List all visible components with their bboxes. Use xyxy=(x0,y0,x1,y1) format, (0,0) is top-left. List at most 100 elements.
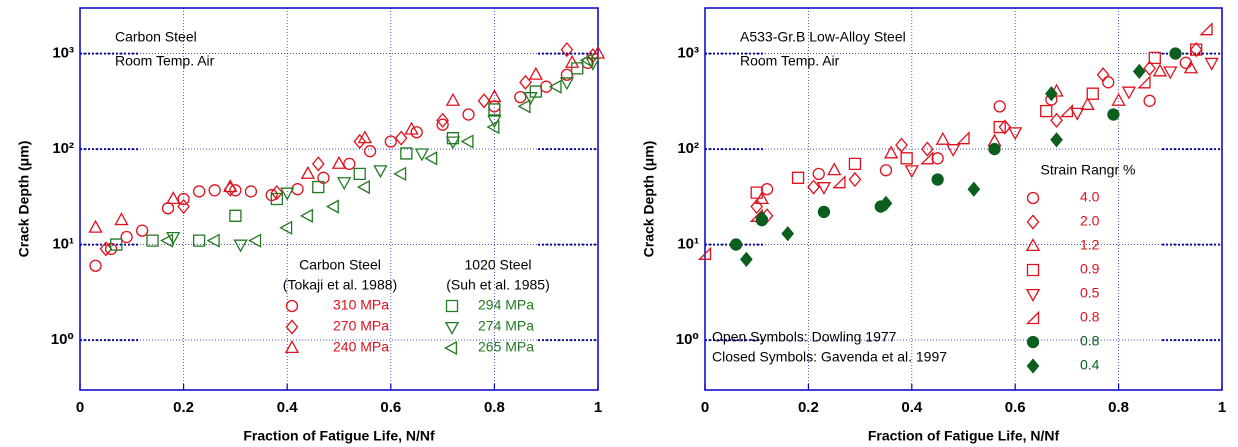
data-point xyxy=(384,135,397,148)
data-point xyxy=(99,241,113,257)
legend-marker xyxy=(1026,214,1040,230)
data-point xyxy=(750,186,763,199)
data-point xyxy=(265,188,278,202)
legend-label: 0.8 xyxy=(1080,333,1100,349)
data-point xyxy=(1143,94,1156,107)
data-point xyxy=(750,198,764,215)
data-point xyxy=(848,157,862,171)
chart-title: A533-Gr.B Low-Alloy Steel xyxy=(740,29,906,45)
data-point xyxy=(353,167,366,181)
data-point xyxy=(931,152,944,165)
data-point xyxy=(817,205,831,218)
data-point xyxy=(967,181,981,197)
data-point xyxy=(270,184,284,201)
data-point xyxy=(192,185,206,198)
data-point xyxy=(462,108,475,121)
data-point xyxy=(1189,41,1203,58)
data-point xyxy=(208,184,221,197)
data-point xyxy=(519,74,532,90)
data-point xyxy=(445,136,461,150)
data-point xyxy=(528,66,543,80)
data-point xyxy=(146,234,159,247)
x-tick-label: 0.6 xyxy=(1005,399,1026,416)
data-point xyxy=(697,246,712,260)
y-tick-label: 10⁰ xyxy=(51,331,74,348)
data-point xyxy=(1059,103,1074,118)
data-point xyxy=(1107,108,1120,121)
chart-subtitle: Room Temp. Air xyxy=(740,53,840,69)
data-point xyxy=(571,62,584,75)
legend-label: 274 MPa xyxy=(478,318,534,334)
x-tick-label: 0.6 xyxy=(380,399,401,416)
data-point xyxy=(1148,51,1161,65)
data-point xyxy=(166,191,181,205)
data-point xyxy=(1199,22,1213,36)
legend-marker xyxy=(1026,191,1040,205)
data-point xyxy=(755,210,769,226)
data-point xyxy=(89,259,102,272)
x-tick-label: 0.8 xyxy=(484,399,505,416)
y-axis-label: Crack Depth (μm) xyxy=(16,141,32,258)
annotation: Closed Symbols: Gavenda et al. 1997 xyxy=(712,349,947,365)
data-point xyxy=(488,103,501,116)
legend-label: 1.2 xyxy=(1080,237,1100,253)
data-point xyxy=(529,85,542,98)
data-point xyxy=(956,131,970,145)
plot-frame xyxy=(704,7,1223,391)
legend-marker xyxy=(1025,238,1041,252)
legend-marker xyxy=(285,299,299,313)
legend-marker xyxy=(285,319,299,335)
data-point xyxy=(166,231,181,245)
data-point xyxy=(540,80,553,93)
x-tick-label: 0.8 xyxy=(1108,399,1129,416)
data-point xyxy=(920,141,934,157)
data-point xyxy=(1096,67,1110,83)
data-point xyxy=(1169,47,1182,60)
data-point xyxy=(1111,92,1126,106)
data-point xyxy=(517,99,531,114)
x-tick-label: 1 xyxy=(594,399,602,416)
y-tick-label: 10³ xyxy=(52,45,74,62)
legend-header: Carbon Steel xyxy=(299,257,381,273)
annotation: Open Symbols: Dowling 1977 xyxy=(712,329,897,345)
y-axis-label: Crack Depth (μm) xyxy=(641,141,657,258)
data-point xyxy=(436,118,449,131)
data-point xyxy=(931,173,944,186)
data-point xyxy=(1137,75,1151,89)
y-tick-label: 10² xyxy=(677,140,699,157)
data-point xyxy=(1050,112,1063,128)
data-point xyxy=(404,121,419,135)
data-point xyxy=(1008,127,1023,141)
data-point xyxy=(248,233,262,248)
data-point xyxy=(883,145,899,159)
x-tick-label: 0.2 xyxy=(173,399,194,416)
data-point xyxy=(1152,63,1168,77)
data-point xyxy=(280,187,295,201)
data-point xyxy=(356,179,370,195)
data-point xyxy=(373,165,388,179)
data-point xyxy=(487,89,502,103)
data-point xyxy=(88,219,103,233)
data-point xyxy=(161,202,175,215)
data-point xyxy=(791,171,805,184)
data-point xyxy=(436,112,449,128)
data-point xyxy=(1050,132,1063,148)
data-point xyxy=(279,220,293,235)
data-point xyxy=(394,130,408,146)
data-point xyxy=(446,132,460,145)
legend-title: Strain Rangr % xyxy=(1041,162,1136,178)
data-point xyxy=(325,199,339,214)
data-point xyxy=(353,133,367,150)
data-point xyxy=(807,179,820,195)
data-point xyxy=(760,183,774,196)
data-point xyxy=(586,48,600,64)
data-point xyxy=(233,239,248,253)
legend-marker xyxy=(284,340,300,354)
data-point xyxy=(120,230,133,244)
data-point xyxy=(935,131,950,145)
data-point xyxy=(244,185,258,198)
data-point xyxy=(110,238,123,251)
legend-marker xyxy=(1025,310,1040,325)
data-point xyxy=(832,175,846,189)
data-point xyxy=(781,226,795,242)
